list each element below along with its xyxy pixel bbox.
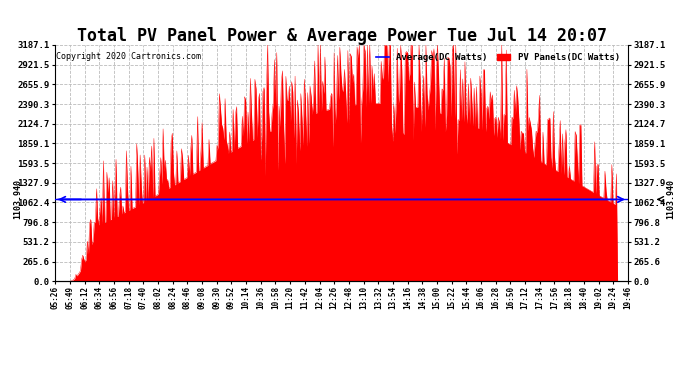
Text: 1103.940: 1103.940 <box>667 179 676 219</box>
Text: Copyright 2020 Cartronics.com: Copyright 2020 Cartronics.com <box>56 52 201 61</box>
Legend: Average(DC Watts), PV Panels(DC Watts): Average(DC Watts), PV Panels(DC Watts) <box>372 50 623 66</box>
Text: 1103.940: 1103.940 <box>14 179 23 219</box>
Title: Total PV Panel Power & Average Power Tue Jul 14 20:07: Total PV Panel Power & Average Power Tue… <box>77 27 607 45</box>
